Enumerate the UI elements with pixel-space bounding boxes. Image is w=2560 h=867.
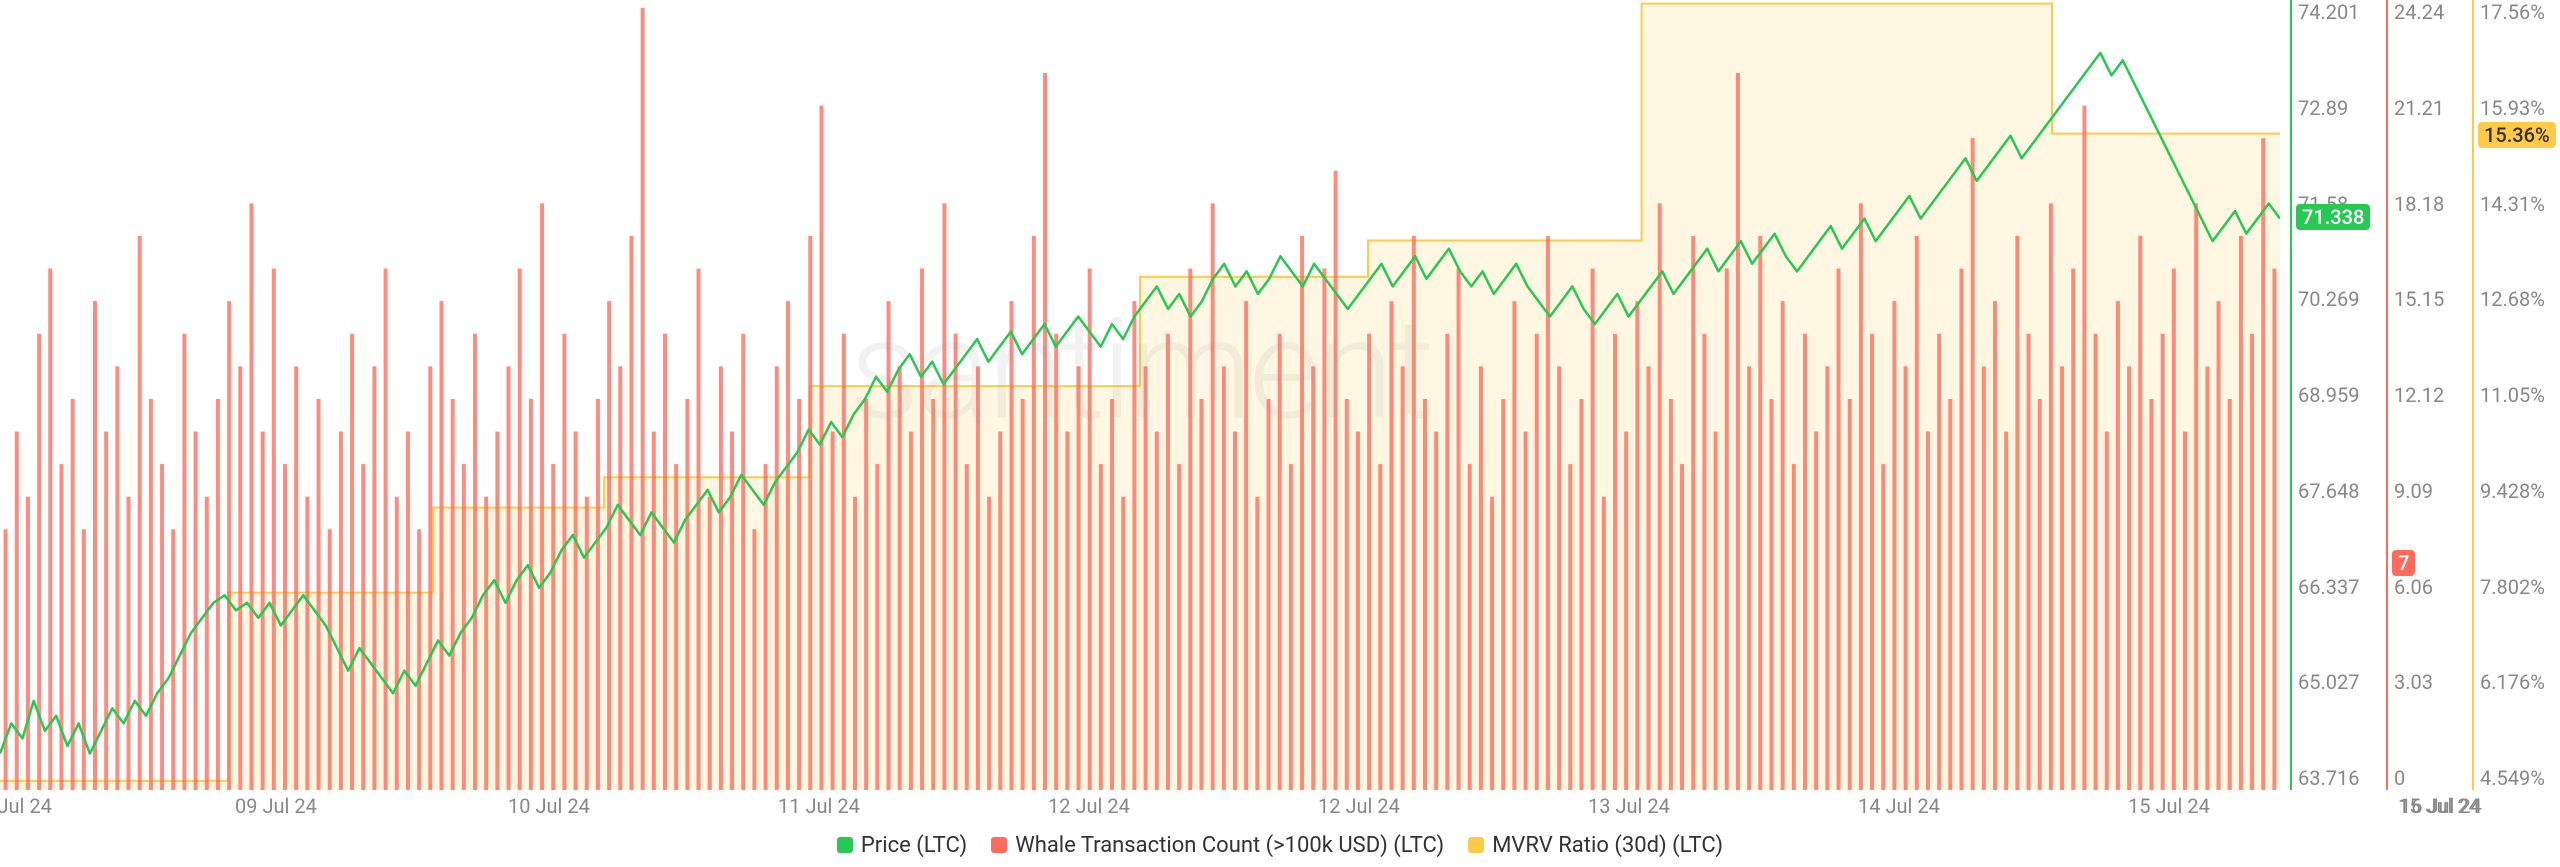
legend-label-mvrv: MVRV Ratio (30d) (LTC) xyxy=(1492,833,1723,858)
x-tick: 13 Jul 24 xyxy=(1588,794,1670,818)
y-tick: 9.09 xyxy=(2394,479,2444,503)
y-tick: 66.337 xyxy=(2298,575,2359,599)
axis-badge-whale: 7 xyxy=(2392,550,2415,576)
y-axis-line-whale xyxy=(2386,0,2388,790)
y-tick: 74.201 xyxy=(2298,0,2359,24)
y-tick: 15.15 xyxy=(2394,287,2444,311)
y-tick: 9.428% xyxy=(2480,479,2545,503)
y-tick: 18.18 xyxy=(2394,192,2444,216)
y-axis-line-mvrv xyxy=(2472,0,2474,790)
legend-item-whale: Whale Transaction Count (>100k USD) (LTC… xyxy=(991,833,1444,858)
y-tick: 67.648 xyxy=(2298,479,2359,503)
x-tick: 08 Jul 24 xyxy=(0,794,52,818)
axis-badge-mvrv: 15.36% xyxy=(2478,122,2556,148)
y-tick: 12.68% xyxy=(2480,287,2545,311)
y-axes-area: 74.20172.8971.5870.26968.95967.64866.337… xyxy=(2280,0,2560,790)
y-tick: 17.56% xyxy=(2480,0,2545,24)
y-axis-whale: 24.24 21.21 18.18 15.15 12.12 9.09 6.06 3.03 0 xyxy=(2386,0,2462,790)
chart-container: santiment 74.20172.8971.5870.26968.95967… xyxy=(0,0,2560,867)
legend-item-mvrv: MVRV Ratio (30d) (LTC) xyxy=(1468,833,1723,858)
plot-area: santiment xyxy=(0,0,2280,790)
y-tick: 65.027 xyxy=(2298,670,2359,694)
x-tick: 14 Jul 24 xyxy=(1858,794,1940,818)
legend-item-price: Price (LTC) xyxy=(837,833,967,858)
x-tick: 12 Jul 24 xyxy=(1048,794,1130,818)
axis-badge-price: 71.338 xyxy=(2296,204,2370,230)
legend-swatch-mvrv xyxy=(1468,837,1484,853)
y-tick: 15.93% xyxy=(2480,96,2545,120)
y-axis-line-price xyxy=(2290,0,2292,790)
y-tick: 14.31% xyxy=(2480,192,2545,216)
legend-label-whale: Whale Transaction Count (>100k USD) (LTC… xyxy=(1015,833,1444,858)
x-tick: 12 Jul 24 xyxy=(1318,794,1400,818)
plot-svg xyxy=(0,0,2280,790)
y-tick: 72.89 xyxy=(2298,96,2359,120)
y-tick: 70.269 xyxy=(2298,287,2359,311)
x-tick: 11 Jul 24 xyxy=(778,794,860,818)
y-axis-mvrv: 17.56% 15.93% 14.31% 12.68% 11.05% 9.428% 7.80… xyxy=(2472,0,2558,790)
x-tick: 16 Jul 24 xyxy=(2400,794,2482,818)
y-tick: 3.03 xyxy=(2394,670,2444,694)
y-tick: 63.716 xyxy=(2298,766,2359,790)
legend: Price (LTC) Whale Transaction Count (>10… xyxy=(0,830,2560,860)
y-tick: 4.549% xyxy=(2480,766,2545,790)
x-tick: 15 Jul 24 xyxy=(2128,794,2210,818)
x-tick: 10 Jul 24 xyxy=(508,794,590,818)
x-axis: 08 Jul 24 09 Jul 24 10 Jul 24 11 Jul 24 12 J… xyxy=(0,790,2560,820)
y-tick: 6.06 xyxy=(2394,575,2444,599)
y-tick: 7.802% xyxy=(2480,575,2545,599)
y-axis-price: 74.20172.8971.5870.26968.95967.64866.337… xyxy=(2290,0,2376,790)
legend-swatch-whale xyxy=(991,837,1007,853)
y-tick: 21.21 xyxy=(2394,96,2444,120)
legend-label-price: Price (LTC) xyxy=(861,833,967,858)
legend-swatch-price xyxy=(837,837,853,853)
y-tick: 12.12 xyxy=(2394,383,2444,407)
x-tick: 09 Jul 24 xyxy=(235,794,317,818)
y-tick: 6.176% xyxy=(2480,670,2545,694)
y-tick: 11.05% xyxy=(2480,383,2545,407)
y-tick: 0 xyxy=(2394,766,2444,790)
y-tick: 24.24 xyxy=(2394,0,2444,24)
y-tick: 68.959 xyxy=(2298,383,2359,407)
